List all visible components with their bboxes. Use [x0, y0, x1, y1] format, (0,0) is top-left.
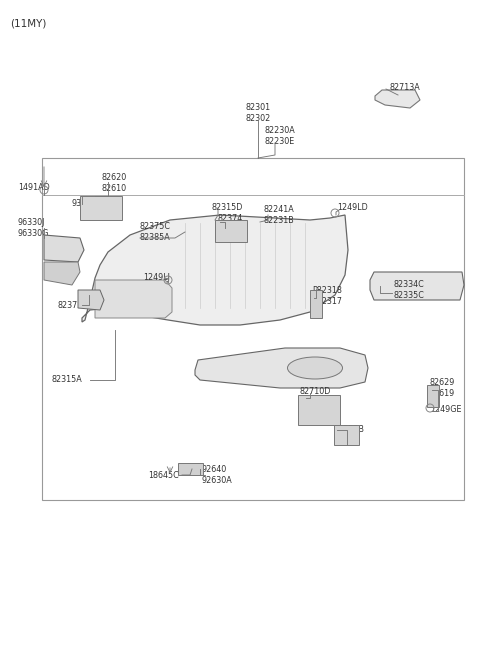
Text: 82372D: 82372D: [58, 301, 89, 310]
Text: 96330J
96330G: 96330J 96330G: [18, 218, 49, 238]
Text: 82241A
82231B: 82241A 82231B: [264, 205, 295, 225]
Text: 18645C: 18645C: [148, 470, 179, 479]
Bar: [215, 220, 247, 242]
Bar: [178, 463, 203, 475]
Text: 82301
82302: 82301 82302: [245, 103, 271, 122]
Bar: [42, 158, 464, 500]
Text: 82713A: 82713A: [390, 83, 421, 92]
Bar: [298, 395, 340, 425]
Text: 93250A: 93250A: [72, 200, 103, 208]
Ellipse shape: [288, 357, 343, 379]
Polygon shape: [82, 215, 348, 325]
Text: 82375C
82385A: 82375C 82385A: [140, 222, 171, 242]
Text: 92640
92630A: 92640 92630A: [202, 465, 233, 485]
Text: 1249LJ: 1249LJ: [143, 274, 170, 282]
Text: 82315D: 82315D: [212, 204, 243, 212]
Polygon shape: [95, 280, 172, 318]
Polygon shape: [44, 235, 84, 262]
Polygon shape: [44, 262, 80, 285]
Text: P82318
P82317: P82318 P82317: [312, 286, 342, 306]
Text: 82334C
82335C: 82334C 82335C: [393, 280, 424, 300]
Text: 82620
82610: 82620 82610: [102, 174, 127, 193]
Text: 82315A: 82315A: [52, 375, 83, 384]
Text: (11MY): (11MY): [10, 18, 47, 28]
Polygon shape: [195, 348, 368, 388]
Text: 82230A
82230E: 82230A 82230E: [264, 126, 295, 145]
Text: 82710D
82720D: 82710D 82720D: [300, 387, 332, 407]
Text: 1249GE: 1249GE: [430, 405, 461, 415]
Polygon shape: [370, 272, 464, 300]
Text: 1491AD: 1491AD: [18, 183, 50, 191]
Bar: [334, 425, 359, 445]
Bar: [427, 385, 439, 407]
Text: 82374
82384: 82374 82384: [218, 214, 243, 234]
Bar: [310, 290, 322, 318]
Text: 93555B: 93555B: [333, 426, 364, 434]
Text: 1249LD: 1249LD: [337, 204, 368, 212]
Bar: [80, 196, 122, 220]
Polygon shape: [375, 90, 420, 108]
Text: 82629
82619: 82629 82619: [430, 379, 456, 398]
Polygon shape: [78, 290, 104, 310]
